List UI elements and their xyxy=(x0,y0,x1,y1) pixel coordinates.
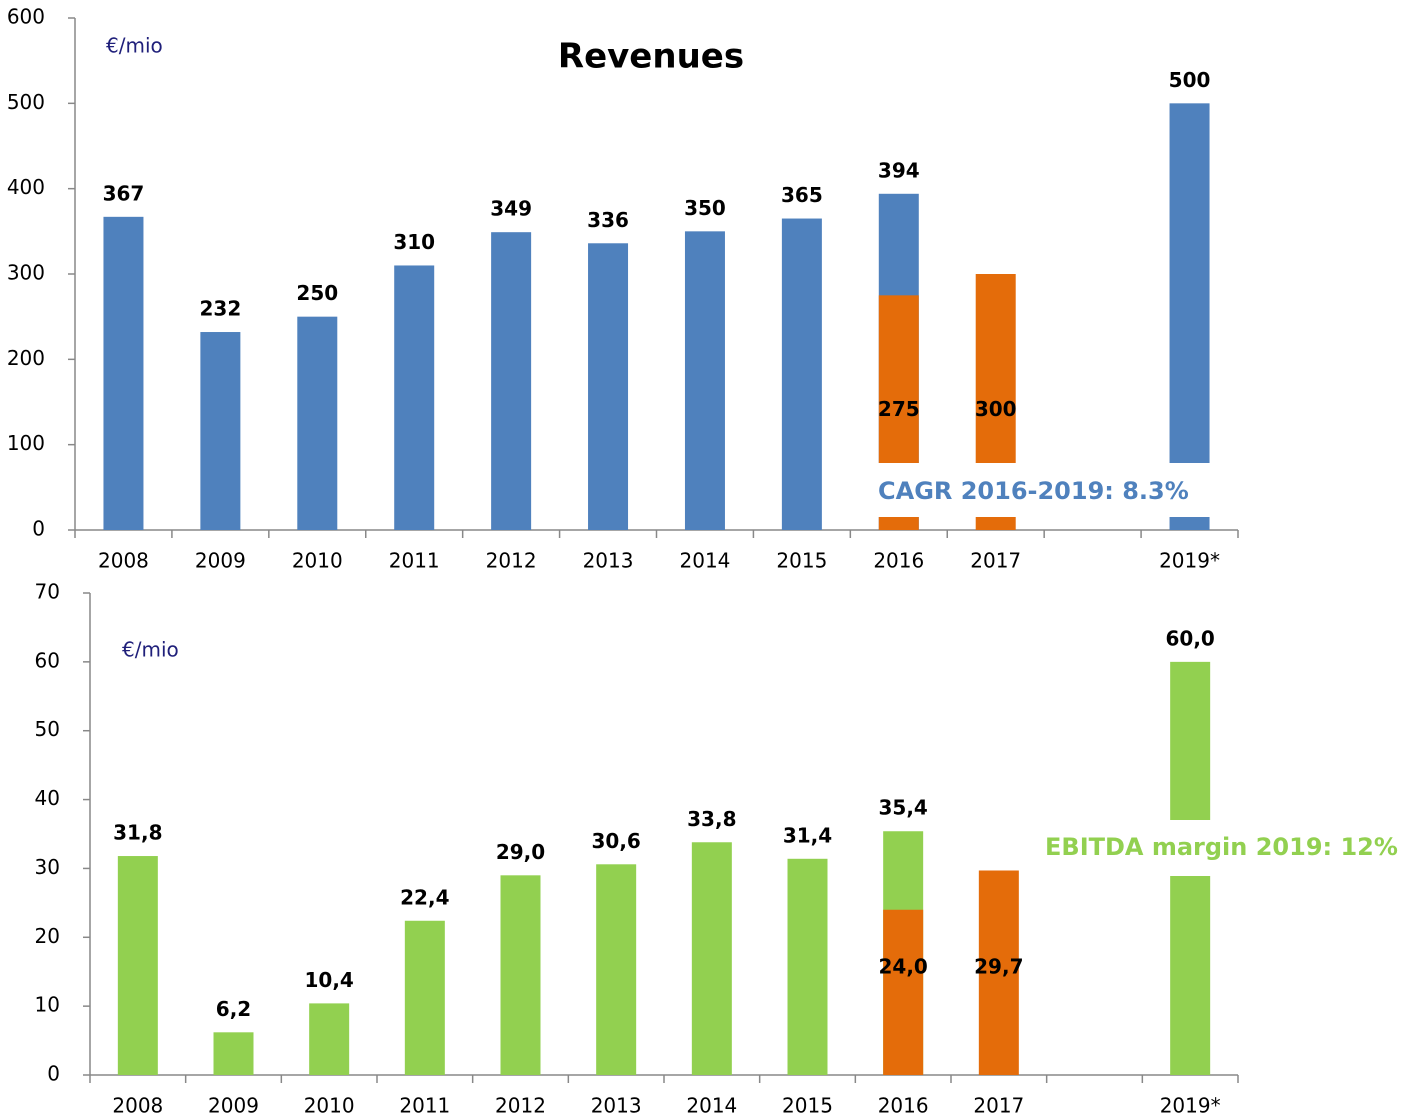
value-label: 22,4 xyxy=(400,885,449,909)
x-tick-label: 2017 xyxy=(973,1094,1024,1118)
x-tick-label: 2017 xyxy=(970,549,1021,573)
x-tick-label: 2013 xyxy=(591,1094,642,1118)
annotation: CAGR 2016-2019: 8.3% xyxy=(878,477,1189,505)
y-tick-label: 60 xyxy=(35,648,60,672)
value-label: 350 xyxy=(684,196,726,220)
x-tick-label: 2012 xyxy=(486,549,537,573)
bar xyxy=(297,316,338,530)
y-tick-label: 100 xyxy=(7,431,45,455)
value-label: 6,2 xyxy=(216,997,251,1021)
value-label: 30,6 xyxy=(591,829,640,853)
bar xyxy=(588,243,629,530)
bar xyxy=(491,232,532,531)
y-tick-label: 600 xyxy=(7,5,45,29)
value-label: 24,0 xyxy=(878,954,927,978)
y-tick-label: 300 xyxy=(7,261,45,285)
unit-label: €/mio xyxy=(106,34,163,58)
chart-title: Revenues xyxy=(558,37,744,77)
x-tick-label: 2013 xyxy=(583,549,634,573)
x-tick-label: 2011 xyxy=(389,549,440,573)
value-label: 250 xyxy=(296,281,338,305)
value-label: 60,0 xyxy=(1165,626,1214,650)
annotation-box xyxy=(1040,820,1400,876)
y-tick-label: 30 xyxy=(35,855,60,879)
y-tick-label: 10 xyxy=(35,993,60,1017)
y-tick-label: 50 xyxy=(35,717,60,741)
bar xyxy=(117,856,158,1075)
value-label: 31,8 xyxy=(113,821,162,845)
value-label: 275 xyxy=(878,397,920,421)
x-tick-label: 2012 xyxy=(495,1094,546,1118)
value-label: 29,7 xyxy=(974,954,1023,978)
x-tick-label: 2008 xyxy=(112,1094,163,1118)
x-tick-label: 2015 xyxy=(776,549,827,573)
unit-label: €/mio xyxy=(122,638,179,662)
value-label: 349 xyxy=(490,197,532,221)
y-tick-label: 400 xyxy=(7,175,45,199)
bar xyxy=(309,1003,350,1075)
bar xyxy=(394,265,435,530)
x-tick-label: 2009 xyxy=(208,1094,259,1118)
x-tick-label: 2014 xyxy=(680,549,731,573)
y-tick-label: 70 xyxy=(35,580,60,604)
y-tick-label: 20 xyxy=(35,924,60,948)
annotation-box xyxy=(860,463,1240,517)
bar xyxy=(978,870,1019,1075)
x-tick-label: 2011 xyxy=(399,1094,450,1118)
bar xyxy=(787,858,828,1075)
y-tick-label: 200 xyxy=(7,346,45,370)
value-label: 33,8 xyxy=(687,807,736,831)
bar xyxy=(200,332,241,530)
value-label: 310 xyxy=(393,230,435,254)
bar xyxy=(404,920,445,1075)
x-tick-label: 2019* xyxy=(1159,549,1220,573)
value-label: 232 xyxy=(200,297,242,321)
x-tick-label: 2010 xyxy=(292,549,343,573)
value-label: 10,4 xyxy=(304,968,353,992)
value-label: 29,0 xyxy=(496,840,545,864)
x-tick-label: 2015 xyxy=(782,1094,833,1118)
bar xyxy=(1169,103,1210,530)
x-tick-label: 2014 xyxy=(686,1094,737,1118)
value-label: 336 xyxy=(587,208,629,232)
x-tick-label: 2010 xyxy=(304,1094,355,1118)
bar xyxy=(596,864,637,1075)
bar xyxy=(684,231,725,531)
y-tick-label: 40 xyxy=(35,786,60,810)
annotation: EBITDA margin 2019: 12% xyxy=(1045,833,1398,861)
value-label: 31,4 xyxy=(783,823,832,847)
x-tick-label: 2019* xyxy=(1160,1094,1221,1118)
bar xyxy=(691,842,732,1075)
y-tick-label: 500 xyxy=(7,90,45,114)
y-tick-label: 0 xyxy=(47,1062,60,1086)
x-tick-label: 2016 xyxy=(873,549,924,573)
value-label: 367 xyxy=(103,181,145,205)
value-label: 365 xyxy=(781,183,823,207)
bar xyxy=(500,875,541,1075)
value-label: 394 xyxy=(878,158,920,182)
x-tick-label: 2009 xyxy=(195,549,246,573)
value-label: 35,4 xyxy=(878,796,927,820)
value-label: 500 xyxy=(1169,68,1211,92)
bar xyxy=(781,218,822,531)
bar xyxy=(883,909,924,1075)
bar xyxy=(103,216,144,530)
x-tick-label: 2008 xyxy=(98,549,149,573)
y-tick-label: 0 xyxy=(32,517,45,541)
bar xyxy=(213,1032,254,1075)
x-tick-label: 2016 xyxy=(878,1094,929,1118)
value-label: 300 xyxy=(975,397,1017,421)
